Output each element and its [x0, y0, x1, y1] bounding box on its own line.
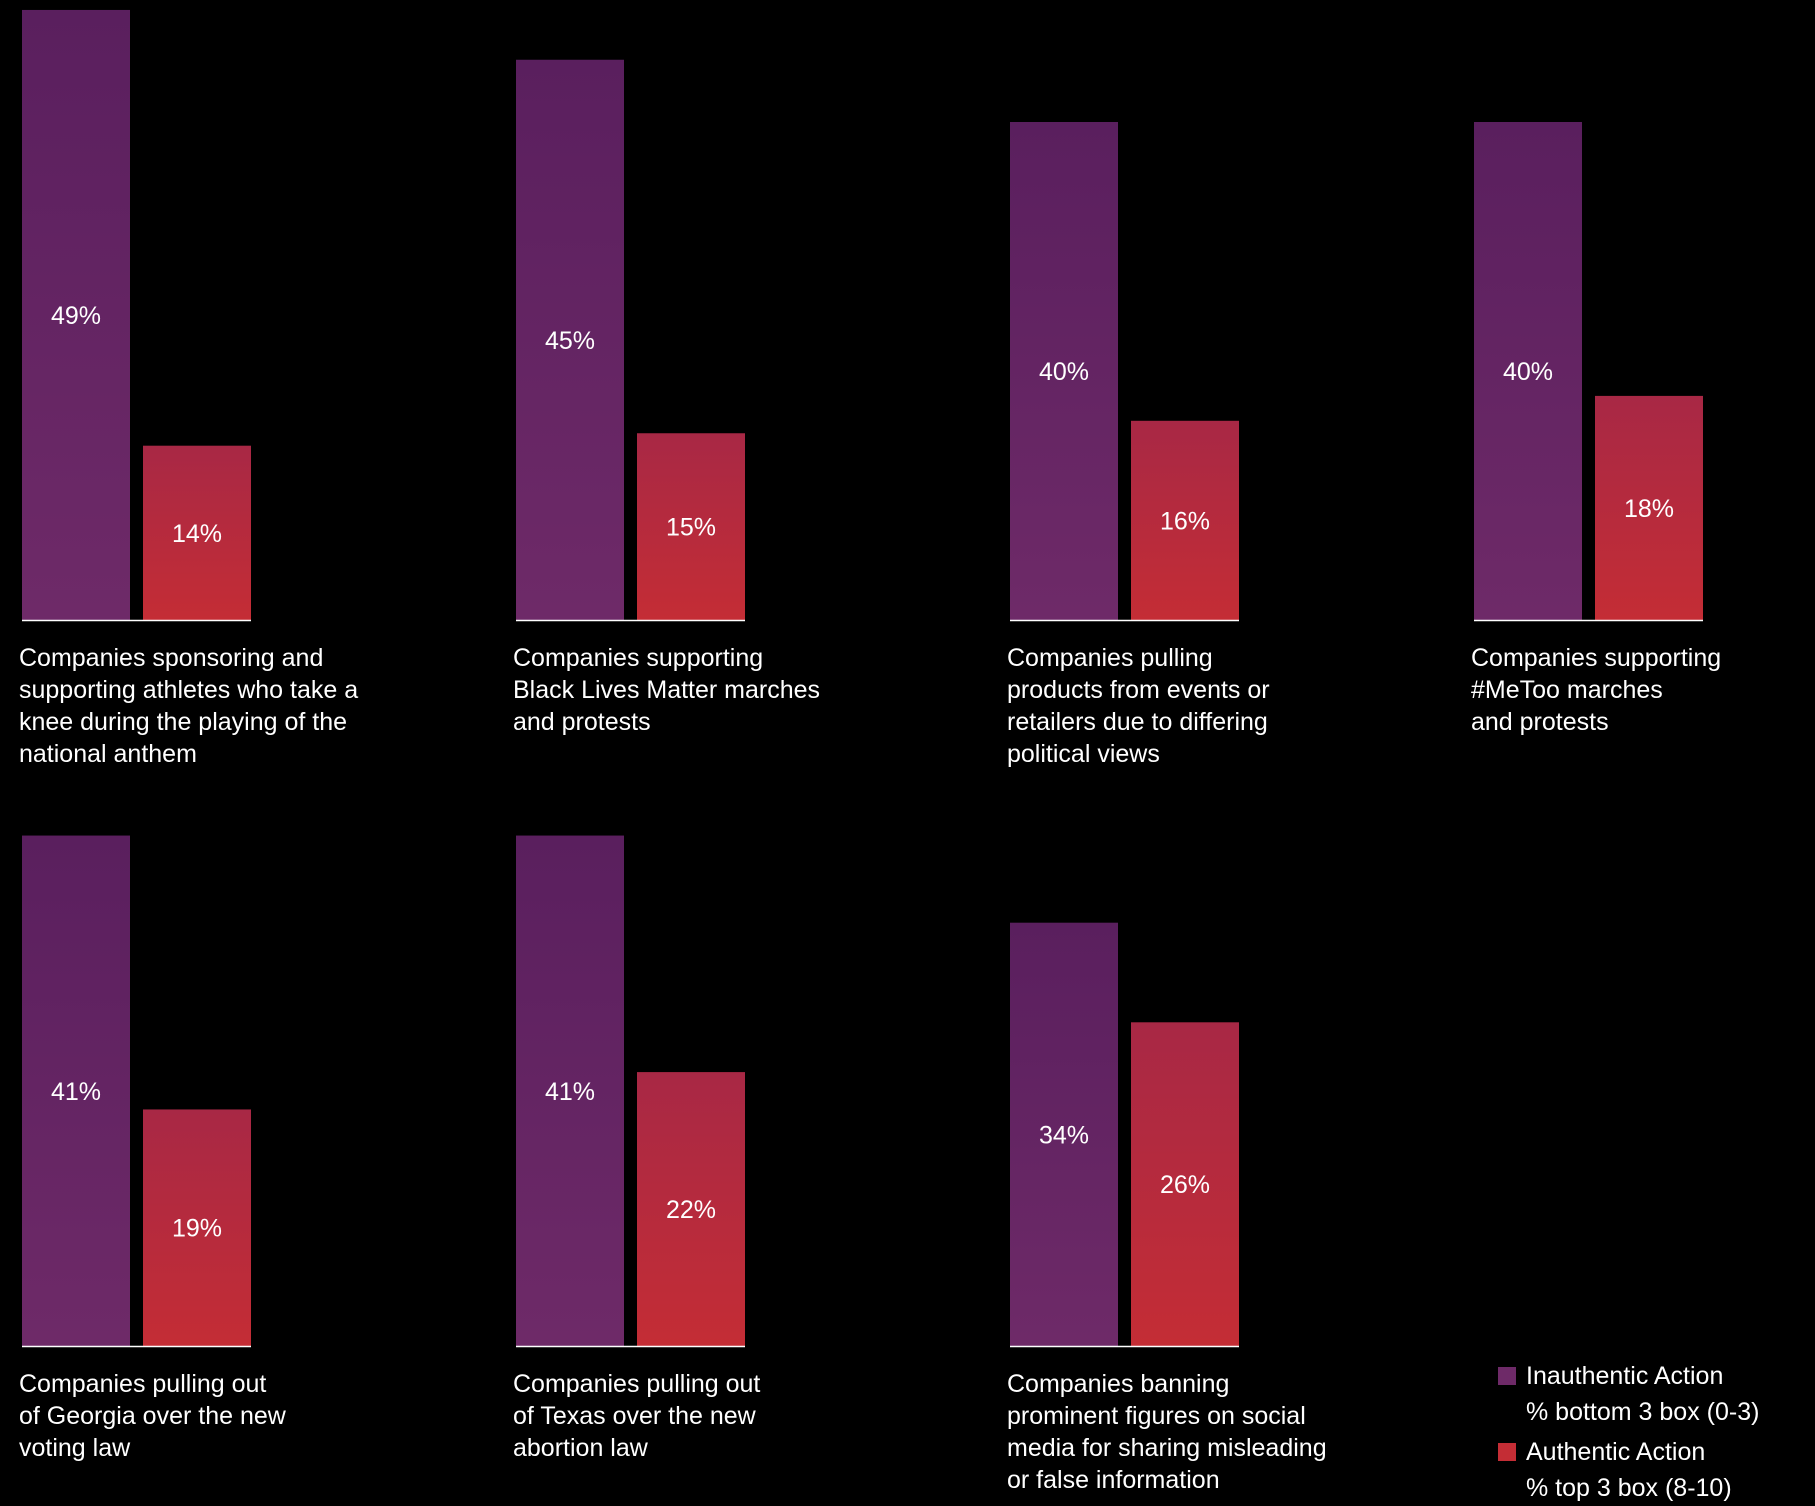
legend-label-inauthentic-line1: Inauthentic Action	[1526, 1362, 1724, 1390]
category-label-line: Companies banning	[1007, 1370, 1230, 1398]
category-label-line: #MeToo marches	[1471, 676, 1663, 704]
category-label-line: retailers due to differing	[1007, 708, 1268, 736]
bar-inauthentic	[516, 59, 624, 620]
value-label-inauthentic: 41%	[51, 1078, 101, 1106]
category-label-line: voting law	[19, 1434, 131, 1462]
category-label-line: and protests	[513, 708, 651, 736]
category-label: Companies pulling products from events or…	[1007, 642, 1387, 770]
category-label-line: prominent figures on social	[1007, 1402, 1306, 1430]
value-label-inauthentic: 41%	[545, 1078, 595, 1106]
value-label-authentic: 14%	[172, 520, 222, 548]
value-label-inauthentic: 45%	[545, 327, 595, 355]
legend-item-inauthentic: Inauthentic Action % bottom 3 box (0-3)	[1498, 1358, 1798, 1430]
category-label: Companies sponsoring and supporting athle…	[19, 642, 399, 770]
legend-swatch-inauthentic	[1498, 1367, 1516, 1385]
category-label-line: political views	[1007, 740, 1160, 768]
category-label-line: Companies pulling	[1007, 644, 1213, 672]
bar-authentic	[1131, 420, 1239, 620]
category-label-line: Companies pulling out	[19, 1370, 267, 1398]
bar-inauthentic	[22, 9, 130, 620]
value-label-authentic: 16%	[1160, 507, 1210, 535]
category-label-line: or false information	[1007, 1466, 1220, 1494]
bar-authentic	[1595, 395, 1703, 620]
bar-authentic	[143, 1109, 251, 1346]
category-label-line: knee during the playing of the	[19, 708, 348, 736]
bar-inauthentic	[1474, 122, 1582, 620]
category-label-line: Black Lives Matter marches	[513, 676, 821, 704]
bar-inauthentic	[1010, 922, 1118, 1346]
category-label-line: media for sharing misleading	[1007, 1434, 1327, 1462]
bar-authentic	[1131, 1022, 1239, 1346]
category-label-line: and protests	[1471, 708, 1609, 736]
category-label-line: products from events or	[1007, 676, 1270, 704]
legend-label-authentic-line1: Authentic Action	[1526, 1438, 1706, 1466]
category-label-line: of Texas over the new	[513, 1402, 756, 1430]
legend: Inauthentic Action % bottom 3 box (0-3) …	[1498, 1358, 1798, 1506]
category-label-line: Companies sponsoring and	[19, 644, 324, 672]
value-label-authentic: 18%	[1624, 495, 1674, 523]
legend-swatch-authentic	[1498, 1443, 1516, 1461]
bar-authentic	[637, 433, 745, 620]
value-label-inauthentic: 34%	[1039, 1121, 1089, 1149]
value-label-authentic: 19%	[172, 1215, 222, 1243]
legend-label-inauthentic-line2: % bottom 3 box (0-3)	[1526, 1398, 1760, 1426]
value-label-authentic: 22%	[666, 1196, 716, 1224]
bar-inauthentic	[1010, 122, 1118, 620]
bar-authentic	[637, 1072, 745, 1346]
value-label-inauthentic: 49%	[51, 302, 101, 330]
category-label-line: supporting athletes who take a	[19, 676, 359, 704]
value-label-authentic: 15%	[666, 514, 716, 542]
category-label: Companies pulling out of Texas over the n…	[513, 1368, 893, 1464]
legend-label-authentic-line2: % top 3 box (8-10)	[1526, 1474, 1732, 1502]
bar-inauthentic	[516, 835, 624, 1346]
category-label-line: abortion law	[513, 1434, 648, 1462]
category-label-line: Companies pulling out	[513, 1370, 761, 1398]
category-label: Companies supporting Black Lives Matter m…	[513, 642, 893, 738]
bar-inauthentic	[22, 835, 130, 1346]
value-label-inauthentic: 40%	[1503, 358, 1553, 386]
category-label: Companies banning prominent figures on so…	[1007, 1368, 1387, 1496]
category-label-line: national anthem	[19, 740, 197, 768]
value-label-inauthentic: 40%	[1039, 358, 1089, 386]
category-label-line: Companies supporting	[513, 644, 764, 672]
category-label-line: of Georgia over the new	[19, 1402, 286, 1430]
value-label-authentic: 26%	[1160, 1171, 1210, 1199]
category-label: Companies supporting #MeToo marches and pr…	[1471, 642, 1815, 738]
bar-authentic	[143, 445, 251, 620]
category-label: Companies pulling out of Georgia over the…	[19, 1368, 399, 1464]
legend-item-authentic: Authentic Action % top 3 box (8-10)	[1498, 1434, 1798, 1506]
category-label-line: Companies supporting	[1471, 644, 1722, 672]
